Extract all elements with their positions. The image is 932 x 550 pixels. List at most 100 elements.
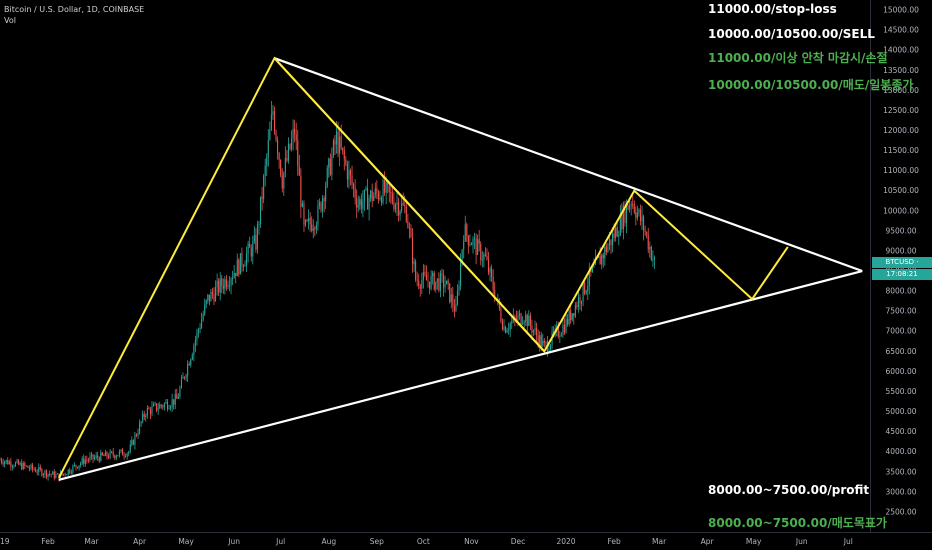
candle-body	[587, 285, 589, 292]
x-tick-label: Feb	[41, 537, 55, 546]
candle-body	[10, 461, 12, 467]
candle-body	[50, 474, 52, 476]
candle-body	[331, 155, 333, 175]
candle-body	[411, 237, 414, 265]
candle-body	[650, 247, 652, 260]
candle-body	[630, 204, 632, 205]
candle-body	[255, 235, 257, 250]
candle-body	[422, 272, 424, 281]
candle-body	[294, 128, 296, 135]
candle-body	[24, 463, 26, 466]
profit-ko-value: 8000.00~7500.00	[708, 516, 828, 530]
candle-body	[391, 193, 393, 203]
candle-body	[33, 468, 35, 470]
candle-body	[514, 316, 516, 319]
candle-body	[483, 254, 485, 260]
candle-body	[474, 238, 476, 240]
candle-body	[359, 199, 361, 205]
y-tick-label: 15000.00	[883, 6, 919, 15]
candle-body	[253, 235, 255, 242]
candle-body	[5, 460, 7, 462]
candle-body	[625, 205, 628, 224]
y-tick-label: 11500.00	[883, 146, 919, 155]
candle-body	[281, 175, 283, 189]
candle-body	[32, 464, 34, 469]
candle-body	[21, 463, 23, 470]
candle-body	[202, 314, 204, 320]
candle-body	[137, 433, 139, 436]
candle-body	[326, 167, 328, 187]
candle-body	[573, 313, 575, 317]
x-tick-label: Apr	[701, 537, 715, 546]
candle-body	[560, 334, 562, 337]
candle-body	[201, 319, 203, 329]
candle-body	[365, 188, 367, 190]
candle-body	[142, 413, 144, 422]
candle-body	[599, 256, 601, 265]
candle-body	[377, 192, 379, 200]
candle-body	[83, 458, 85, 464]
candle-body	[159, 404, 161, 409]
y-tick-label: 5000.00	[885, 407, 916, 416]
candle-body	[284, 158, 286, 173]
candle-body	[256, 224, 258, 250]
candle-body	[529, 315, 531, 326]
candle-body	[604, 246, 606, 259]
candle-body	[531, 325, 533, 333]
candle-body	[487, 259, 490, 273]
yellow-inner-descent	[273, 57, 546, 352]
candle-body	[384, 179, 386, 193]
x-tick-label: Jun	[227, 537, 240, 546]
candle-body	[165, 401, 167, 404]
candle-body	[318, 202, 321, 206]
y-tick-label: 7500.00	[885, 307, 916, 316]
x-tick-label: 2019	[0, 537, 10, 546]
candle-body	[610, 239, 612, 246]
candle-body	[72, 465, 74, 473]
candle-body	[568, 310, 570, 325]
candle-body	[598, 256, 600, 258]
candle-body	[56, 473, 58, 475]
candle-body	[163, 403, 165, 408]
candle-body	[602, 254, 604, 259]
candle-body	[98, 457, 100, 462]
candle-body	[438, 278, 440, 291]
candle-body	[121, 449, 124, 456]
candle-body	[340, 136, 342, 148]
candle-body	[228, 285, 231, 287]
candle-body	[525, 314, 527, 322]
candle-body	[13, 466, 15, 467]
candle-body	[95, 455, 97, 458]
candle-body	[616, 227, 618, 237]
candle-body	[371, 190, 373, 201]
candle-body	[160, 404, 162, 406]
x-tick-label: Mar	[652, 537, 667, 546]
candle-body	[376, 188, 378, 193]
candle-body	[157, 408, 159, 411]
candle-body	[27, 465, 29, 468]
y-tick-label: 8000.00	[885, 287, 916, 296]
x-tick-label: Oct	[417, 537, 430, 546]
candle-body	[523, 321, 525, 324]
candle-body	[216, 280, 218, 288]
candle-body	[436, 278, 438, 282]
candle-body	[607, 245, 609, 253]
candle-body	[410, 228, 412, 238]
candle-body	[67, 469, 69, 475]
candle-body	[211, 291, 214, 295]
candle-body	[646, 232, 648, 235]
candle-body	[47, 473, 49, 477]
candle-body	[287, 144, 289, 161]
candle-body	[70, 472, 72, 474]
candle-body	[441, 273, 443, 276]
candle-body	[146, 408, 148, 416]
candle-body	[522, 323, 524, 325]
candle-body	[407, 221, 409, 228]
candle-body	[311, 224, 313, 231]
y-tick-label: 4000.00	[885, 447, 916, 456]
candle-body	[536, 328, 538, 336]
candle-body	[156, 403, 158, 411]
profit-note: 8000.00~7500.00/profit	[708, 483, 870, 497]
candle-body	[557, 326, 559, 337]
